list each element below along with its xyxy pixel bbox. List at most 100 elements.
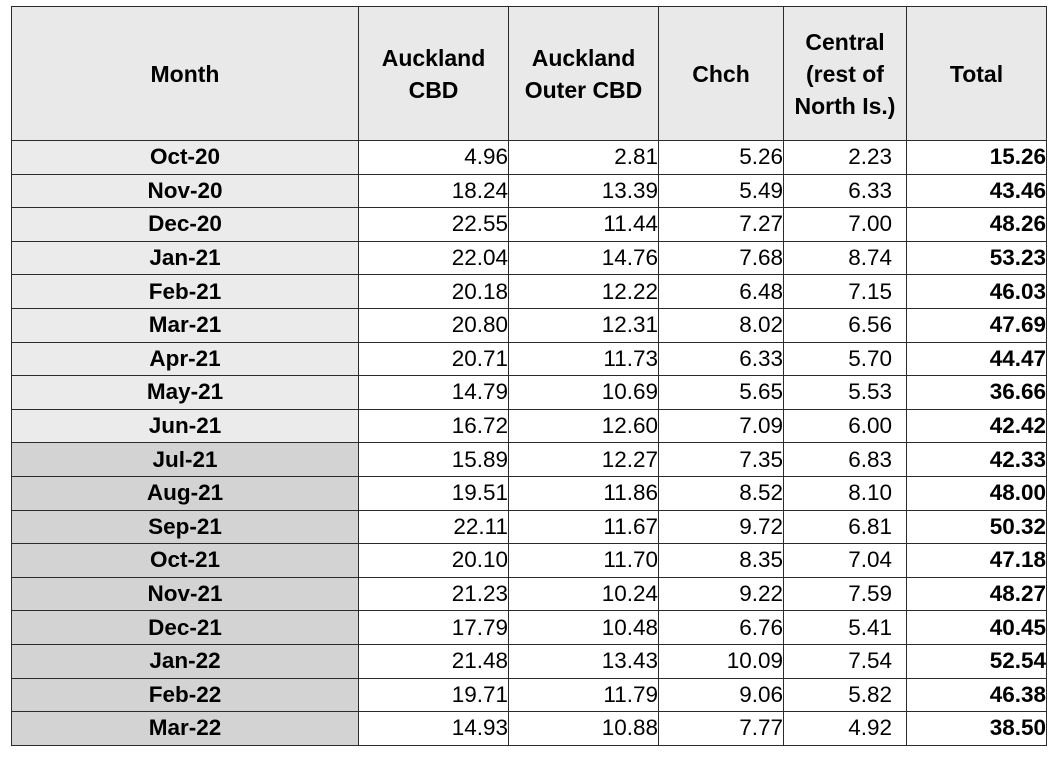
cell-auckland-outer-cbd: 11.79 — [508, 677, 659, 713]
table-row: Feb-22 19.71 11.79 9.06 5.82 46.38 — [11, 677, 1047, 713]
cell-month: Feb-22 — [11, 677, 359, 713]
cell-month: Feb-21 — [11, 274, 359, 309]
cell-central: 7.54 — [783, 643, 907, 679]
cell-auckland-outer-cbd: 11.44 — [508, 207, 659, 242]
table-row: Dec-21 17.79 10.48 6.76 5.41 40.45 — [11, 610, 1047, 645]
table-row: Oct-21 20.10 11.70 8.35 7.04 47.18 — [11, 543, 1047, 578]
cell-total: 42.42 — [906, 408, 1047, 444]
cell-month: Oct-20 — [11, 140, 359, 175]
cell-auckland-cbd: 17.79 — [358, 610, 509, 645]
table-row: Apr-21 20.71 11.73 6.33 5.70 44.47 — [11, 341, 1047, 377]
header-auckland-cbd: Auckland CBD — [358, 6, 509, 141]
cell-total: 15.26 — [906, 140, 1047, 175]
cell-total: 50.32 — [906, 509, 1047, 545]
table-row: Nov-20 18.24 13.39 5.49 6.33 43.46 — [11, 173, 1047, 209]
cell-month: May-21 — [11, 375, 359, 410]
cell-auckland-cbd: 14.93 — [358, 711, 509, 746]
header-total-line: Total — [949, 60, 1004, 87]
cell-chch: 7.77 — [658, 711, 784, 746]
table-row: Nov-21 21.23 10.24 9.22 7.59 48.27 — [11, 576, 1047, 612]
cell-month: Sep-21 — [11, 509, 359, 545]
header-auckland-outer-line-2: Outer CBD — [524, 76, 643, 103]
header-auckland-outer-cbd: Auckland Outer CBD — [508, 6, 659, 141]
cell-month: Oct-21 — [11, 543, 359, 578]
cell-total: 52.54 — [906, 643, 1047, 679]
cell-chch: 10.09 — [658, 643, 784, 679]
cell-auckland-outer-cbd: 13.39 — [508, 173, 659, 209]
cell-auckland-outer-cbd: 10.88 — [508, 711, 659, 746]
cell-auckland-outer-cbd: 14.76 — [508, 240, 659, 276]
cell-auckland-cbd: 18.24 — [358, 173, 509, 209]
header-row: Month Auckland CBD Auckland Outer CBD Ch… — [11, 6, 1047, 141]
header-auckland-cbd-line-2: CBD — [408, 76, 459, 103]
header-chch: Chch — [658, 6, 784, 141]
cell-chch: 5.49 — [658, 173, 784, 209]
cell-auckland-cbd: 16.72 — [358, 408, 509, 444]
header-auckland-cbd-line-1: Auckland — [381, 44, 486, 71]
cell-chch: 8.35 — [658, 543, 784, 578]
cell-auckland-outer-cbd: 10.24 — [508, 576, 659, 612]
cell-month: Dec-21 — [11, 610, 359, 645]
cell-month: Dec-20 — [11, 207, 359, 242]
cell-central: 5.82 — [783, 677, 907, 713]
table-body: Oct-20 4.96 2.81 5.26 2.23 15.26 Nov-20 18.24 13… — [11, 140, 1047, 746]
cell-chch: 8.52 — [658, 475, 784, 511]
cell-central: 7.04 — [783, 543, 907, 578]
page-top-margin — [0, 0, 1050, 6]
cell-auckland-cbd: 15.89 — [358, 442, 509, 477]
table-row: Jan-22 21.48 13.43 10.09 7.54 52.54 — [11, 643, 1047, 679]
cell-auckland-outer-cbd: 11.73 — [508, 341, 659, 377]
header-month: Month — [11, 6, 359, 141]
cell-total: 48.26 — [906, 207, 1047, 242]
table-row: Mar-22 14.93 10.88 7.77 4.92 38.50 — [11, 711, 1047, 746]
cell-chch: 9.06 — [658, 677, 784, 713]
cell-auckland-outer-cbd: 12.60 — [508, 408, 659, 444]
cell-central: 6.33 — [783, 173, 907, 209]
cell-chch: 5.65 — [658, 375, 784, 410]
table-row: Dec-20 22.55 11.44 7.27 7.00 48.26 — [11, 207, 1047, 242]
cell-auckland-outer-cbd: 11.67 — [508, 509, 659, 545]
cell-auckland-outer-cbd: 2.81 — [508, 140, 659, 175]
cell-auckland-cbd: 22.55 — [358, 207, 509, 242]
table-row: Oct-20 4.96 2.81 5.26 2.23 15.26 — [11, 140, 1047, 175]
table-row: Sep-21 22.11 11.67 9.72 6.81 50.32 — [11, 509, 1047, 545]
cell-total: 44.47 — [906, 341, 1047, 377]
cell-central: 7.00 — [783, 207, 907, 242]
cell-auckland-cbd: 20.10 — [358, 543, 509, 578]
cell-chch: 8.02 — [658, 307, 784, 343]
cell-month: Jul-21 — [11, 442, 359, 477]
table-row: May-21 14.79 10.69 5.65 5.53 36.66 — [11, 375, 1047, 410]
header-month-line: Month — [150, 60, 220, 87]
cell-central: 2.23 — [783, 140, 907, 175]
header-central-line-3: North Is.) — [794, 92, 896, 119]
cell-central: 8.74 — [783, 240, 907, 276]
cell-central: 6.00 — [783, 408, 907, 444]
cell-auckland-outer-cbd: 10.48 — [508, 610, 659, 645]
cell-month: Jan-22 — [11, 643, 359, 679]
cell-central: 7.15 — [783, 274, 907, 309]
cell-month: Jan-21 — [11, 240, 359, 276]
cell-auckland-cbd: 22.11 — [358, 509, 509, 545]
cell-auckland-cbd: 21.48 — [358, 643, 509, 679]
table-header: Month Auckland CBD Auckland Outer CBD Ch… — [11, 6, 1047, 141]
cell-chch: 7.68 — [658, 240, 784, 276]
cell-chch: 5.26 — [658, 140, 784, 175]
cell-total: 46.03 — [906, 274, 1047, 309]
cell-total: 47.18 — [906, 543, 1047, 578]
table-row: Aug-21 19.51 11.86 8.52 8.10 48.00 — [11, 475, 1047, 511]
header-central: Central (rest of North Is.) — [783, 6, 907, 141]
cell-chch: 6.48 — [658, 274, 784, 309]
cell-auckland-cbd: 4.96 — [358, 140, 509, 175]
cell-auckland-outer-cbd: 11.70 — [508, 543, 659, 578]
cell-total: 46.38 — [906, 677, 1047, 713]
cell-auckland-outer-cbd: 12.22 — [508, 274, 659, 309]
cell-month: Jun-21 — [11, 408, 359, 444]
cell-chch: 7.27 — [658, 207, 784, 242]
header-auckland-outer-line-1: Auckland — [531, 44, 636, 71]
cell-total: 43.46 — [906, 173, 1047, 209]
table-row: Jul-21 15.89 12.27 7.35 6.83 42.33 — [11, 442, 1047, 477]
table-row: Jun-21 16.72 12.60 7.09 6.00 42.42 — [11, 408, 1047, 444]
cell-total: 40.45 — [906, 610, 1047, 645]
cell-month: Aug-21 — [11, 475, 359, 511]
cell-auckland-cbd: 20.71 — [358, 341, 509, 377]
